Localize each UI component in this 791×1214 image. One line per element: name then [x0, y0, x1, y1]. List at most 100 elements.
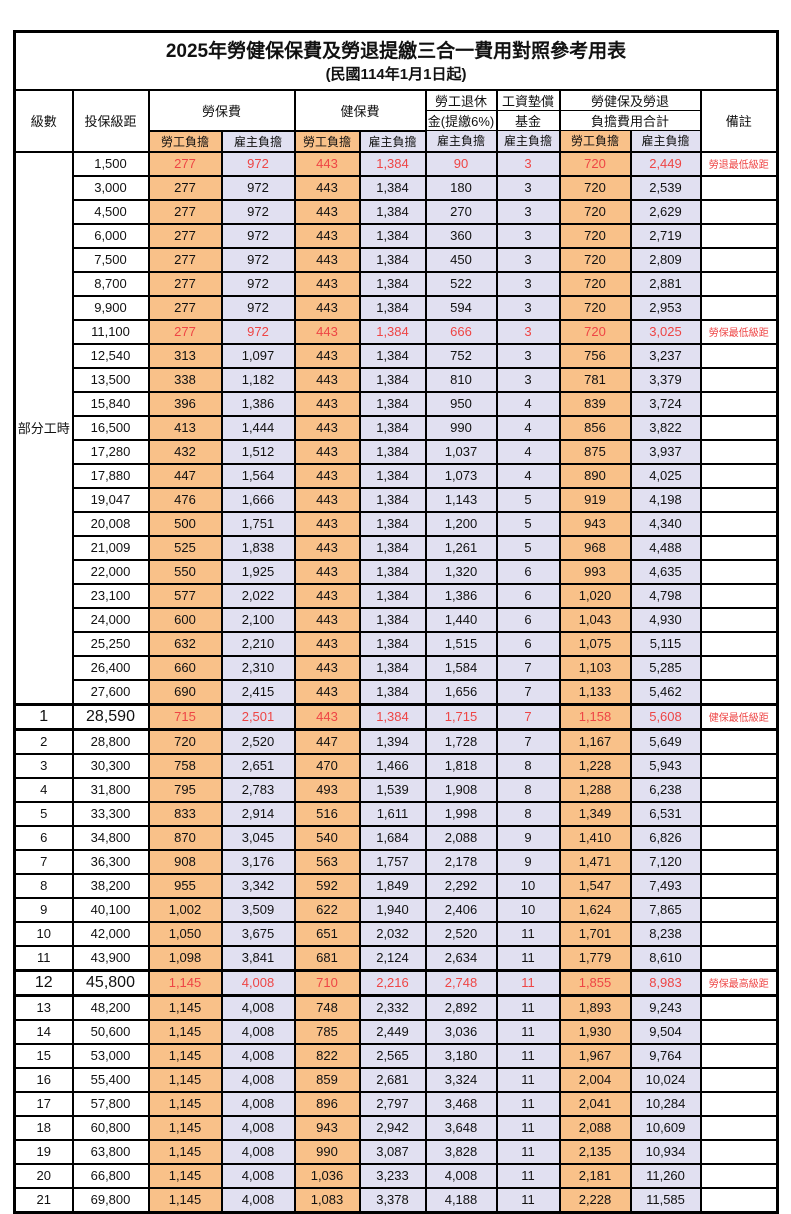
wage-fund-employer-cell: 11 [495, 1186, 561, 1213]
bracket-cell: 8,700 [71, 270, 150, 297]
total-employer-cell: 3,237 [629, 342, 702, 369]
labor-employer-cell: 3,176 [220, 848, 296, 875]
total-employer-cell: 4,488 [629, 534, 702, 561]
labor-employee-cell: 525 [147, 534, 223, 561]
table-row: 6,000 277 972 443 1,384 360 3 720 2,719 [15, 222, 779, 249]
table-row: 17 57,800 1,145 4,008 896 2,797 3,468 11 2,041 10… [13, 1090, 779, 1117]
wage-fund-employer-cell: 11 [495, 1138, 561, 1165]
bracket-cell: 60,800 [71, 1114, 150, 1141]
health-employer-cell: 2,449 [358, 1018, 427, 1045]
labor-employee-cell: 1,145 [147, 1162, 223, 1189]
pension-employer-cell: 2,892 [424, 994, 498, 1021]
health-employer-cell: 2,124 [358, 944, 427, 971]
labor-employee-cell: 277 [147, 270, 223, 297]
header-wage-fund-line1: 工資墊償 [495, 89, 561, 111]
level-cell: 19 [13, 1138, 74, 1165]
health-employer-cell: 1,384 [358, 462, 427, 489]
wage-fund-employer-cell: 9 [495, 824, 561, 851]
labor-employee-cell: 1,002 [147, 896, 223, 923]
table-row: 17,280 432 1,512 443 1,384 1,037 4 875 3,937 [15, 438, 779, 465]
labor-employee-cell: 1,145 [147, 1066, 223, 1093]
health-employee-cell: 443 [293, 222, 361, 249]
labor-employee-cell: 338 [147, 366, 223, 393]
title-cell: 2025年勞健保保費及勞退提繳三合一費用對照參考用表 (民國114年1月1日起) [13, 30, 779, 91]
total-employer-cell: 4,798 [629, 582, 702, 609]
wage-fund-employer-cell: 4 [495, 462, 561, 489]
total-employer-cell: 3,379 [629, 366, 702, 393]
remark-cell [699, 872, 779, 899]
health-employee-cell: 1,083 [293, 1186, 361, 1213]
bracket-cell: 31,800 [71, 776, 150, 803]
labor-employee-cell: 277 [147, 222, 223, 249]
pension-employer-cell: 522 [424, 270, 498, 297]
health-employee-cell: 592 [293, 872, 361, 899]
health-employer-cell: 1,384 [358, 558, 427, 585]
labor-employee-cell: 447 [147, 462, 223, 489]
wage-fund-employer-cell: 11 [495, 1018, 561, 1045]
total-employer-cell: 9,504 [629, 1018, 702, 1045]
total-employer-cell: 7,865 [629, 896, 702, 923]
pension-employer-cell: 1,818 [424, 752, 498, 779]
total-employer-cell: 10,609 [629, 1114, 702, 1141]
level-cell: 15 [13, 1042, 74, 1069]
bracket-cell: 55,400 [71, 1066, 150, 1093]
health-employer-cell: 3,233 [358, 1162, 427, 1189]
labor-employer-cell: 972 [220, 270, 296, 297]
total-employer-cell: 9,243 [629, 994, 702, 1021]
health-employee-cell: 443 [293, 558, 361, 585]
subheader-total-employer: 雇主負擔 [629, 130, 702, 153]
pension-employer-cell: 4,188 [424, 1186, 498, 1213]
labor-employer-cell: 4,008 [220, 1186, 296, 1213]
total-employee-cell: 720 [558, 270, 632, 297]
total-employee-cell: 1,020 [558, 582, 632, 609]
labor-employer-cell: 3,675 [220, 920, 296, 947]
bracket-cell: 24,000 [71, 606, 150, 633]
bracket-cell: 20,008 [71, 510, 150, 537]
header-bracket: 投保級距 [71, 89, 150, 153]
total-employer-cell: 2,881 [629, 270, 702, 297]
labor-employee-cell: 432 [147, 438, 223, 465]
health-employer-cell: 1,384 [358, 678, 427, 705]
labor-employee-cell: 1,145 [147, 1186, 223, 1213]
bracket-cell: 30,300 [71, 752, 150, 779]
remark-cell [699, 174, 779, 201]
labor-employee-cell: 870 [147, 824, 223, 851]
wage-fund-employer-cell: 6 [495, 582, 561, 609]
labor-employer-cell: 4,008 [220, 1066, 296, 1093]
remark-cell [699, 606, 779, 633]
labor-employee-cell: 1,145 [147, 1018, 223, 1045]
health-employer-cell: 1,384 [358, 630, 427, 657]
wage-fund-employer-cell: 3 [495, 342, 561, 369]
table-row: 7 36,300 908 3,176 563 1,757 2,178 9 1,471 7,120 [13, 848, 779, 875]
header-wage-fund-line2: 基金 [495, 110, 561, 131]
health-employee-cell: 443 [293, 630, 361, 657]
health-employee-cell: 443 [293, 294, 361, 321]
header-health-insurance: 健保費 [293, 89, 427, 132]
labor-employer-cell: 3,509 [220, 896, 296, 923]
bracket-cell: 3,000 [71, 174, 150, 201]
labor-employee-cell: 632 [147, 630, 223, 657]
table-row: 9,900 277 972 443 1,384 594 3 720 2,953 [15, 294, 779, 321]
health-employer-cell: 1,384 [358, 534, 427, 561]
bracket-cell: 1,500 [71, 150, 150, 177]
labor-employer-cell: 4,008 [220, 1162, 296, 1189]
total-employer-cell: 2,809 [629, 246, 702, 273]
reference-table-sheet: 2025年勞健保保費及勞退提繳三合一費用對照參考用表 (民國114年1月1日起)… [13, 30, 779, 1214]
bracket-cell: 45,800 [71, 968, 150, 997]
pension-employer-cell: 2,292 [424, 872, 498, 899]
total-employee-cell: 720 [558, 318, 632, 345]
labor-employer-cell: 4,008 [220, 1090, 296, 1117]
labor-employer-cell: 1,512 [220, 438, 296, 465]
labor-employer-cell: 4,008 [220, 1018, 296, 1045]
bracket-cell: 50,600 [71, 1018, 150, 1045]
table-row: 11,100 277 972 443 1,384 666 3 720 3,025 勞保最低級距 [15, 318, 779, 345]
pension-employer-cell: 180 [424, 174, 498, 201]
wage-fund-employer-cell: 6 [495, 630, 561, 657]
bracket-cell: 33,300 [71, 800, 150, 827]
total-employee-cell: 1,133 [558, 678, 632, 705]
total-employee-cell: 1,288 [558, 776, 632, 803]
table-row: 16,500 413 1,444 443 1,384 990 4 856 3,822 [15, 414, 779, 441]
labor-employer-cell: 972 [220, 198, 296, 225]
health-employee-cell: 443 [293, 462, 361, 489]
bracket-cell: 23,100 [71, 582, 150, 609]
